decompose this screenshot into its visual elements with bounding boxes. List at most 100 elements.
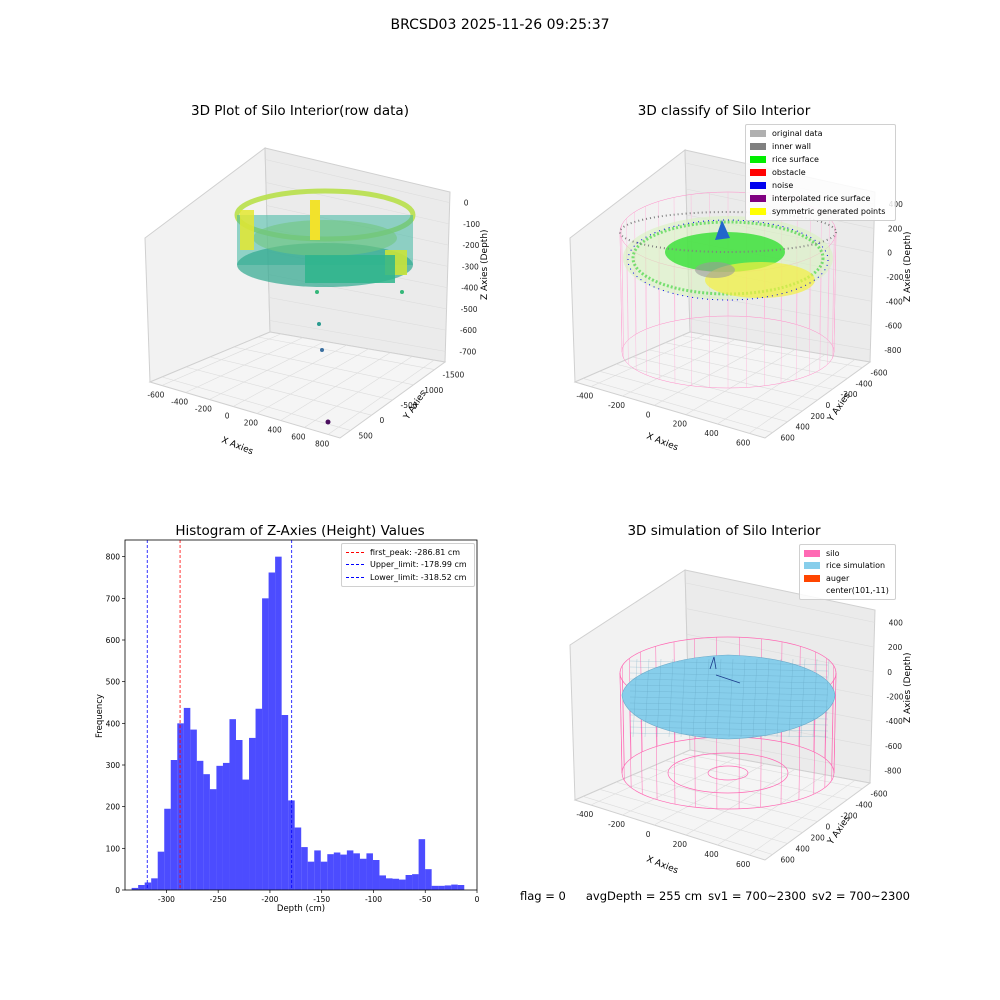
z-tick-label: -400 — [886, 717, 903, 726]
simulation-plot-title: 3D simulation of Silo Interior — [627, 523, 821, 539]
y-tick-label: 200 — [811, 412, 826, 421]
x-tick-label: -400 — [576, 392, 593, 401]
histogram-bar — [151, 878, 158, 890]
legend-swatch — [750, 143, 766, 150]
z-tick-label: -100 — [463, 220, 480, 229]
raw-ticks: -600-400-20002004006008005000-500-1000-1… — [147, 199, 480, 449]
y-tick-label: 600 — [781, 434, 796, 443]
classify-x-label: X Axies — [645, 432, 680, 454]
legend-swatch — [750, 156, 766, 163]
z-tick-label: -200 — [887, 693, 904, 702]
x-tick-label: 400 — [267, 426, 282, 435]
x-tick-label: 400 — [704, 850, 719, 859]
histogram-bar — [392, 878, 400, 890]
histogram-bar — [144, 882, 152, 890]
histogram-bar — [235, 740, 243, 890]
x-tick-label: -200 — [608, 401, 625, 410]
y-tick-label: -500 — [401, 401, 418, 410]
histogram-y-label: Frequency — [95, 694, 105, 738]
z-tick-label: -300 — [462, 262, 479, 271]
legend-label: Upper_limit: -178.99 cm — [370, 560, 467, 570]
histogram-bar — [399, 879, 406, 890]
z-tick-label: -200 — [462, 241, 479, 250]
z-tick-label: 200 — [888, 643, 903, 652]
legend-item: silo — [804, 547, 891, 560]
classify-ticks: -400-20002004006006004002000-200-400-600… — [576, 200, 903, 447]
x-tick-label: 400 — [704, 429, 719, 438]
legend-item: original data — [750, 127, 891, 140]
histogram-bar — [418, 839, 426, 890]
x-tick-label: -400 — [171, 398, 188, 407]
histogram-chart: -300 -250 -200 -150 -100 -50 0 0 100 200 300 400 50… — [95, 539, 480, 914]
histogram-bar — [301, 847, 308, 890]
histogram-bar — [314, 850, 321, 890]
histogram-bar — [379, 875, 386, 890]
histogram-bar — [281, 715, 289, 890]
x-tick-label: 0 — [475, 895, 480, 904]
legend-swatch — [750, 182, 766, 189]
histogram-bar — [333, 852, 341, 890]
legend-swatch — [804, 562, 820, 570]
x-tick-label: -300 — [158, 895, 175, 904]
z-tick-label: -600 — [885, 742, 902, 751]
histogram-bar — [196, 760, 204, 890]
x-tick-label: 0 — [646, 410, 651, 419]
y-tick-label: 0 — [826, 401, 831, 410]
y-tick-label: 400 — [106, 719, 121, 728]
y-tick-label: 700 — [106, 594, 121, 603]
z-tick-label: -500 — [461, 305, 478, 314]
histogram-bar — [190, 729, 197, 890]
histogram-bar — [385, 878, 393, 890]
legend-line-swatch — [346, 564, 364, 566]
x-tick-label: 0 — [225, 412, 230, 421]
legend-item: obstacle — [750, 166, 891, 179]
y-tick-label: 400 — [796, 423, 811, 432]
histogram-bar — [327, 854, 334, 890]
histogram-bar — [425, 869, 432, 890]
y-tick-label: 400 — [796, 845, 811, 854]
legend-item: center(101,-11) — [804, 585, 891, 598]
y-tick-label: 300 — [106, 761, 121, 770]
z-tick-label: 0 — [887, 668, 892, 677]
x-tick-label: -200 — [195, 405, 212, 414]
histogram-bar — [138, 885, 145, 890]
z-tick-label: 0 — [887, 249, 892, 258]
simulation-floor-pane — [573, 749, 872, 861]
y-tick-label: -600 — [871, 368, 888, 377]
y-tick-label: -200 — [841, 390, 858, 399]
legend-label: rice simulation — [826, 561, 886, 571]
classify-point-cloud — [619, 211, 837, 301]
histogram-bars — [131, 556, 465, 890]
y-tick-label: -1000 — [422, 386, 444, 395]
histogram-bar — [359, 858, 367, 890]
y-tick-label: -400 — [856, 379, 873, 388]
z-tick-label: -600 — [460, 326, 477, 335]
histogram-bar — [131, 887, 139, 890]
y-tick-label: -600 — [871, 790, 888, 799]
z-tick-label: -400 — [886, 297, 903, 306]
sv1-text: sv1 = 700~2300 — [708, 889, 807, 903]
simulation-legend: silo rice simulation auger center(101,-11) — [799, 544, 896, 600]
raw-x-label: X Axies — [220, 436, 255, 458]
histogram-x-label: Depth (cm) — [277, 904, 325, 914]
x-tick-label: -50 — [419, 895, 431, 904]
histogram-bar — [294, 827, 302, 890]
x-tick-label: 200 — [673, 420, 688, 429]
x-tick-label: 600 — [736, 438, 751, 447]
y-tick-label: 200 — [106, 803, 121, 812]
legend-label: symmetric generated points — [772, 207, 886, 216]
histogram-reference-lines — [146, 540, 293, 890]
histogram-bar — [320, 861, 328, 890]
histogram-bar — [451, 884, 458, 890]
x-tick-label: 200 — [673, 840, 688, 849]
z-tick-label: 400 — [889, 618, 904, 627]
legend-swatch — [750, 195, 766, 202]
simulation-rice-surface — [621, 654, 836, 740]
histogram-bar — [229, 719, 236, 890]
z-tick-label: -400 — [461, 284, 478, 293]
y-tick-label: 200 — [811, 834, 826, 843]
y-tick-label: 500 — [106, 678, 121, 687]
y-tick-label: 0 — [826, 823, 831, 832]
legend-line-swatch — [346, 576, 364, 578]
